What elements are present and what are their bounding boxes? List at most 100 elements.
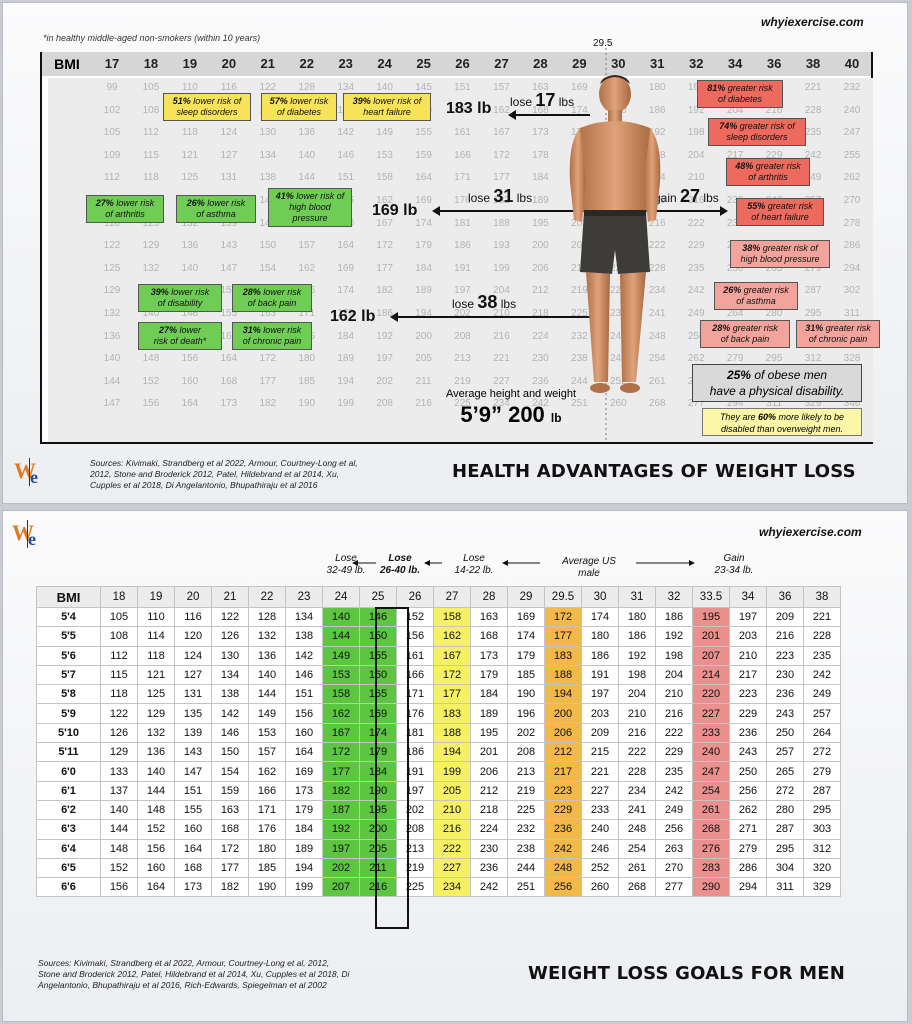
bmi-column-label: 28 <box>470 586 508 608</box>
ghost-weight-value: 328 <box>843 353 861 365</box>
bmi-column-label: 21 <box>211 586 249 608</box>
ghost-weight-value: 152 <box>142 375 160 387</box>
weight-cell: 230 <box>470 838 508 859</box>
weight-cell: 138 <box>211 684 249 705</box>
sources-text: Sources: Kivimaki, Strandberg et al 2022… <box>90 458 358 490</box>
ghost-weight-value: 197 <box>376 353 393 365</box>
table-row: 5'8 118 125 131 138 144 151 158 165 171 177 184 190 1… <box>36 684 841 705</box>
weight-cell: 140 <box>322 606 360 628</box>
weight-cell: 153 <box>322 664 360 686</box>
weight-cell: 126 <box>211 626 249 647</box>
ghost-weight-value: 236 <box>720 218 750 229</box>
weight-cell: 156 <box>137 838 175 859</box>
weight-cell: 164 <box>174 838 212 859</box>
weight-cell: 152 <box>137 819 175 840</box>
risk-box-blood-pressure: 38% greater risk of high blood pressure <box>730 240 830 268</box>
weight-cell: 146 <box>285 664 323 686</box>
weight-cell: 250 <box>729 761 767 782</box>
ghost-weight-value: 240 <box>843 104 861 116</box>
ghost-weight-value: 177 <box>493 172 510 184</box>
weight-cell: 156 <box>285 703 323 724</box>
ghost-weight-value: 208 <box>376 398 393 410</box>
ghost-weight-value: 240 <box>609 330 627 342</box>
weight-cell: 208 <box>507 742 545 763</box>
weight-cell: 270 <box>655 857 693 879</box>
ghost-weight-value: 147 <box>220 262 238 274</box>
bmi-tick-label: 29 <box>572 56 587 71</box>
weight-cell: 195 <box>692 606 730 628</box>
risk-box-diabetes: 81% greater risk of diabetes <box>697 80 783 108</box>
disabled-note-box: They are 60% more likely to be disabled t… <box>702 408 862 436</box>
site-url[interactable]: whyiexercise.com <box>759 525 862 539</box>
benefit-box-arthritis: 27% lower risk of arthritis <box>86 195 164 223</box>
ghost-weight-value: 138 <box>259 172 277 184</box>
weight-cell: 225 <box>507 799 545 821</box>
table-row: 6'4 148 156 164 172 180 189 197 205 213 222 230 238 2… <box>36 838 841 859</box>
ghost-weight-value: 302 <box>843 285 861 297</box>
bmi-header-row <box>42 52 871 76</box>
ghost-weight-value: 99 <box>106 82 118 93</box>
ghost-weight-value: 221 <box>493 353 510 365</box>
weight-cell: 233 <box>692 722 730 744</box>
risk-box-arthritis: 48% greater risk of arthritis <box>726 158 810 186</box>
weight-cell: 272 <box>803 742 841 763</box>
ghost-weight-value: 131 <box>220 172 238 184</box>
risk-box-sleep: 74% greater risk of sleep disorders <box>708 118 806 146</box>
header-average-us-male: Average US male <box>562 556 616 579</box>
ghost-weight-value: 174 <box>415 217 432 229</box>
weight-cell: 156 <box>396 626 434 647</box>
ghost-weight-value: 200 <box>532 240 549 252</box>
weight-cell: 223 <box>544 780 582 801</box>
weight-cell: 219 <box>507 780 545 801</box>
weight-cell: 126 <box>100 722 138 744</box>
weight-cell: 277 <box>655 877 693 898</box>
weight-cell: 241 <box>618 799 656 821</box>
weight-cell: 179 <box>285 799 323 821</box>
ghost-weight-value: 279 <box>804 262 822 274</box>
weight-cell: 329 <box>803 877 841 898</box>
weight-cell: 206 <box>544 722 582 744</box>
bmi-tick-label: 20 <box>221 56 237 71</box>
weight-cell: 210 <box>655 684 693 705</box>
ghost-weight-value: 129 <box>103 285 121 297</box>
ghost-weight-value: 129 <box>142 240 160 252</box>
ghost-weight-value: 122 <box>259 82 277 93</box>
panel-title: WEIGHT LOSS GOALS FOR MEN <box>528 963 845 984</box>
weight-cell: 144 <box>100 819 138 840</box>
ghost-weight-value: 173 <box>532 127 549 139</box>
ghost-weight-value: 213 <box>571 262 588 274</box>
ghost-weight-value: 140 <box>298 149 316 161</box>
bmi-column-label: 32 <box>655 586 693 608</box>
ghost-weight-value: 162 <box>376 195 393 206</box>
weight-cell: 216 <box>766 626 804 647</box>
ghost-weight-value: 202 <box>454 308 471 319</box>
weight-cell: 251 <box>507 877 545 898</box>
weight-cell: 210 <box>729 645 767 666</box>
obese-disability-box: 25% of obese men have a physical disabili… <box>692 364 862 402</box>
weight-cell: 217 <box>544 761 582 782</box>
ghost-weight-value: 241 <box>648 308 666 319</box>
weight-cell: 205 <box>359 838 397 859</box>
header-lose-26-40: Lose 26-40 lb. <box>379 553 421 576</box>
weight-cell: 196 <box>507 703 545 724</box>
ghost-weight-value: 179 <box>337 308 355 319</box>
weight-cell: 279 <box>729 838 767 859</box>
height-label: 5'10 <box>36 722 101 744</box>
ghost-weight-value: 156 <box>454 104 471 116</box>
ghost-weight-value: 213 <box>454 353 471 365</box>
ghost-weight-value: 294 <box>726 398 744 410</box>
ghost-weight-value: 236 <box>532 375 549 387</box>
weight-cell: 216 <box>433 819 471 840</box>
weight-cell: 182 <box>211 877 249 898</box>
ghost-weight-value: 164 <box>220 353 238 365</box>
weight-cell: 214 <box>692 664 730 686</box>
weight-cell: 210 <box>618 703 656 724</box>
ghost-weight-value: 219 <box>454 375 471 387</box>
site-url[interactable]: whyiexercise.com <box>761 15 864 29</box>
ghost-weight-value: 169 <box>337 262 355 274</box>
weight-cell: 197 <box>322 838 360 859</box>
ghost-weight-value: 146 <box>337 149 355 161</box>
weight-cell: 168 <box>174 857 212 879</box>
